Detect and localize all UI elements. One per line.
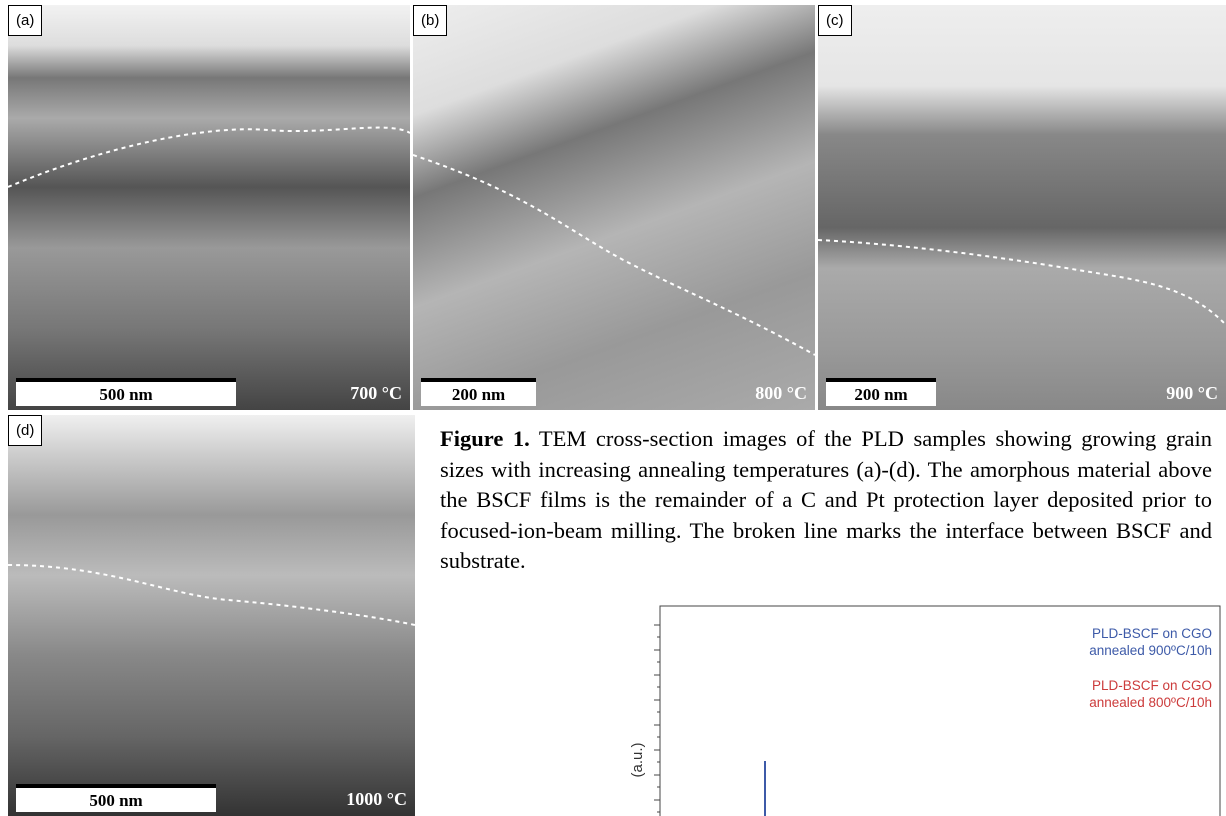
y-axis-label: (a.u.) — [629, 742, 646, 777]
tem-panel: (a) 500 nm 700 °C — [8, 5, 410, 410]
caption-label: Figure 1. — [440, 426, 530, 451]
panel-label: (b) — [413, 5, 447, 36]
panel-label: (d) — [8, 415, 42, 446]
figure-caption: Figure 1. TEM cross-section images of th… — [440, 424, 1212, 577]
tem-panel: (d) 500 nm 1000 °C — [8, 415, 415, 816]
temperature: 900 °C — [1166, 383, 1218, 404]
scale-bar: 200 nm — [421, 378, 536, 406]
legend-line: annealed 900ºC/10h — [1089, 643, 1212, 658]
tem-panel: (b) 200 nm 800 °C — [413, 5, 815, 410]
scale-bar: 500 nm — [16, 784, 216, 812]
panel-label: (a) — [8, 5, 42, 36]
temperature: 1000 °C — [346, 789, 407, 810]
legend-line: PLD-BSCF on CGO — [1092, 626, 1212, 641]
legend-entry: PLD-BSCF on CGO annealed 800ºC/10h — [1089, 677, 1212, 711]
temperature: 700 °C — [350, 383, 402, 404]
legend-line: annealed 800ºC/10h — [1089, 695, 1212, 710]
tem-panel: (c) 200 nm 900 °C — [818, 5, 1226, 410]
scale-bar: 500 nm — [16, 378, 236, 406]
caption-text: TEM cross-section images of the PLD samp… — [440, 426, 1212, 573]
legend-line: PLD-BSCF on CGO — [1092, 678, 1212, 693]
temperature: 800 °C — [755, 383, 807, 404]
legend-entry: PLD-BSCF on CGO annealed 900ºC/10h — [1089, 625, 1212, 659]
page: {"panels":[ {"label":"(a)","scale_bar":"… — [0, 0, 1226, 816]
panel-label: (c) — [818, 5, 852, 36]
xrd-plot: (a.u.) PLD-BSCF on CGO annealed 900ºC/10h… — [620, 605, 1226, 816]
scale-bar: 200 nm — [826, 378, 936, 406]
